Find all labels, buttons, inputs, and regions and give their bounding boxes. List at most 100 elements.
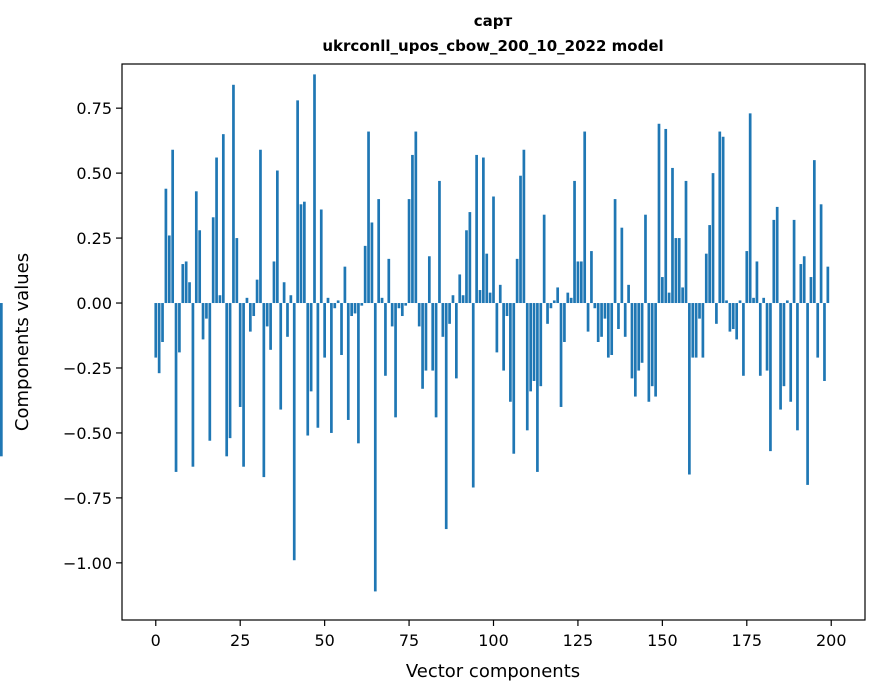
bar-151 (664, 128, 668, 304)
x-tick-label: 125 (563, 631, 594, 650)
bar-76 (411, 154, 414, 304)
bar-142 (633, 303, 637, 397)
bar-91 (461, 295, 465, 304)
bar-124 (573, 180, 576, 304)
bar-145 (644, 214, 647, 304)
bar-86 (444, 303, 448, 530)
bar-48 (316, 303, 320, 428)
bar-199 (826, 266, 830, 304)
x-axis: 0 25 50 75 100 125 150 175 200 (151, 620, 847, 650)
bar-117 (549, 303, 553, 309)
bar-24 (235, 238, 239, 304)
bar-114 (539, 303, 543, 387)
bar-122 (566, 292, 570, 304)
bar-182 (769, 303, 772, 452)
bar-19 (218, 295, 222, 304)
bar-189 (792, 219, 796, 304)
bar-109 (522, 149, 526, 304)
y-tick-label: −0.50 (63, 424, 112, 443)
bar-108 (519, 175, 522, 304)
bar-73 (400, 303, 404, 317)
bar-26 (242, 303, 245, 467)
x-tick-label: 100 (478, 631, 509, 650)
bar-116 (546, 303, 549, 324)
bar-194 (809, 277, 813, 304)
bar-167 (718, 131, 722, 304)
bar-118 (552, 300, 556, 304)
x-tick-label: 75 (399, 631, 419, 650)
x-tick-label: 0 (151, 631, 161, 650)
bar-42 (296, 100, 299, 304)
bar-190 (796, 303, 799, 431)
bar-88 (451, 295, 455, 304)
bar-95 (475, 154, 478, 304)
y-axis: 0.75 0.50 0.25 0.00 −0.25 −0.50 −0.75 −1.00 (63, 99, 122, 573)
bar-101 (495, 303, 499, 353)
bar-187 (785, 300, 789, 304)
bar-17 (211, 217, 215, 304)
bar-169 (725, 300, 728, 304)
bar-166 (715, 303, 718, 324)
bar-21 (225, 303, 229, 457)
x-tick-label: 150 (647, 631, 678, 650)
bar-8 (181, 264, 185, 304)
bar-179 (758, 303, 762, 376)
bar-23 (232, 84, 235, 304)
bar-67 (380, 297, 384, 304)
bar-126 (579, 261, 583, 304)
bar-193 (806, 303, 809, 485)
bar-172 (735, 303, 739, 340)
bar-13 (198, 230, 202, 304)
bar-83 (434, 303, 438, 418)
bar-185 (779, 303, 782, 410)
bar-53 (333, 303, 337, 309)
bar-64 (370, 222, 374, 304)
bar-96 (478, 290, 482, 304)
y-tick-label: −1.00 (63, 554, 112, 573)
x-tick-label: 175 (732, 631, 763, 650)
bar-164 (708, 225, 711, 304)
bar-188 (789, 303, 793, 402)
bar-58 (350, 303, 353, 317)
bar-153 (671, 167, 674, 304)
bar-55 (340, 303, 343, 355)
bar-105 (509, 303, 512, 402)
bar-137 (617, 303, 620, 330)
bar-9 (184, 261, 188, 304)
bar-15 (205, 303, 208, 319)
bar-79 (421, 303, 424, 389)
bar-158 (688, 303, 691, 475)
bar-97 (482, 157, 485, 304)
y-tick-label: 0.25 (76, 229, 112, 248)
bar-65 (373, 303, 377, 592)
bar-98 (485, 253, 489, 304)
bar-103 (502, 303, 505, 371)
bar-147 (650, 303, 654, 387)
bar-174 (742, 303, 745, 376)
bar-156 (681, 287, 684, 304)
bar-163 (704, 253, 708, 304)
bar-61 (360, 303, 364, 306)
bar-146 (647, 303, 651, 402)
bar-16 (208, 303, 212, 441)
bar-12 (194, 191, 198, 304)
bar-33 (265, 303, 269, 327)
bar-72 (397, 303, 401, 309)
bar-35 (272, 261, 276, 304)
bar-136 (613, 199, 617, 304)
bar-71 (394, 303, 397, 418)
bar-38 (282, 282, 286, 304)
bar-192 (802, 256, 806, 304)
bar-10 (188, 282, 191, 304)
bar-7 (178, 303, 181, 353)
bar-45 (306, 303, 310, 436)
bar-3 (164, 188, 168, 304)
bar-14 (201, 303, 205, 340)
bar-81 (427, 256, 431, 304)
bar-70 (390, 303, 394, 327)
bar-51 (326, 297, 330, 304)
bar-54 (336, 300, 340, 304)
bar-139 (623, 303, 627, 337)
bar-127 (583, 131, 587, 304)
y-tick-label: 0.50 (76, 164, 112, 183)
